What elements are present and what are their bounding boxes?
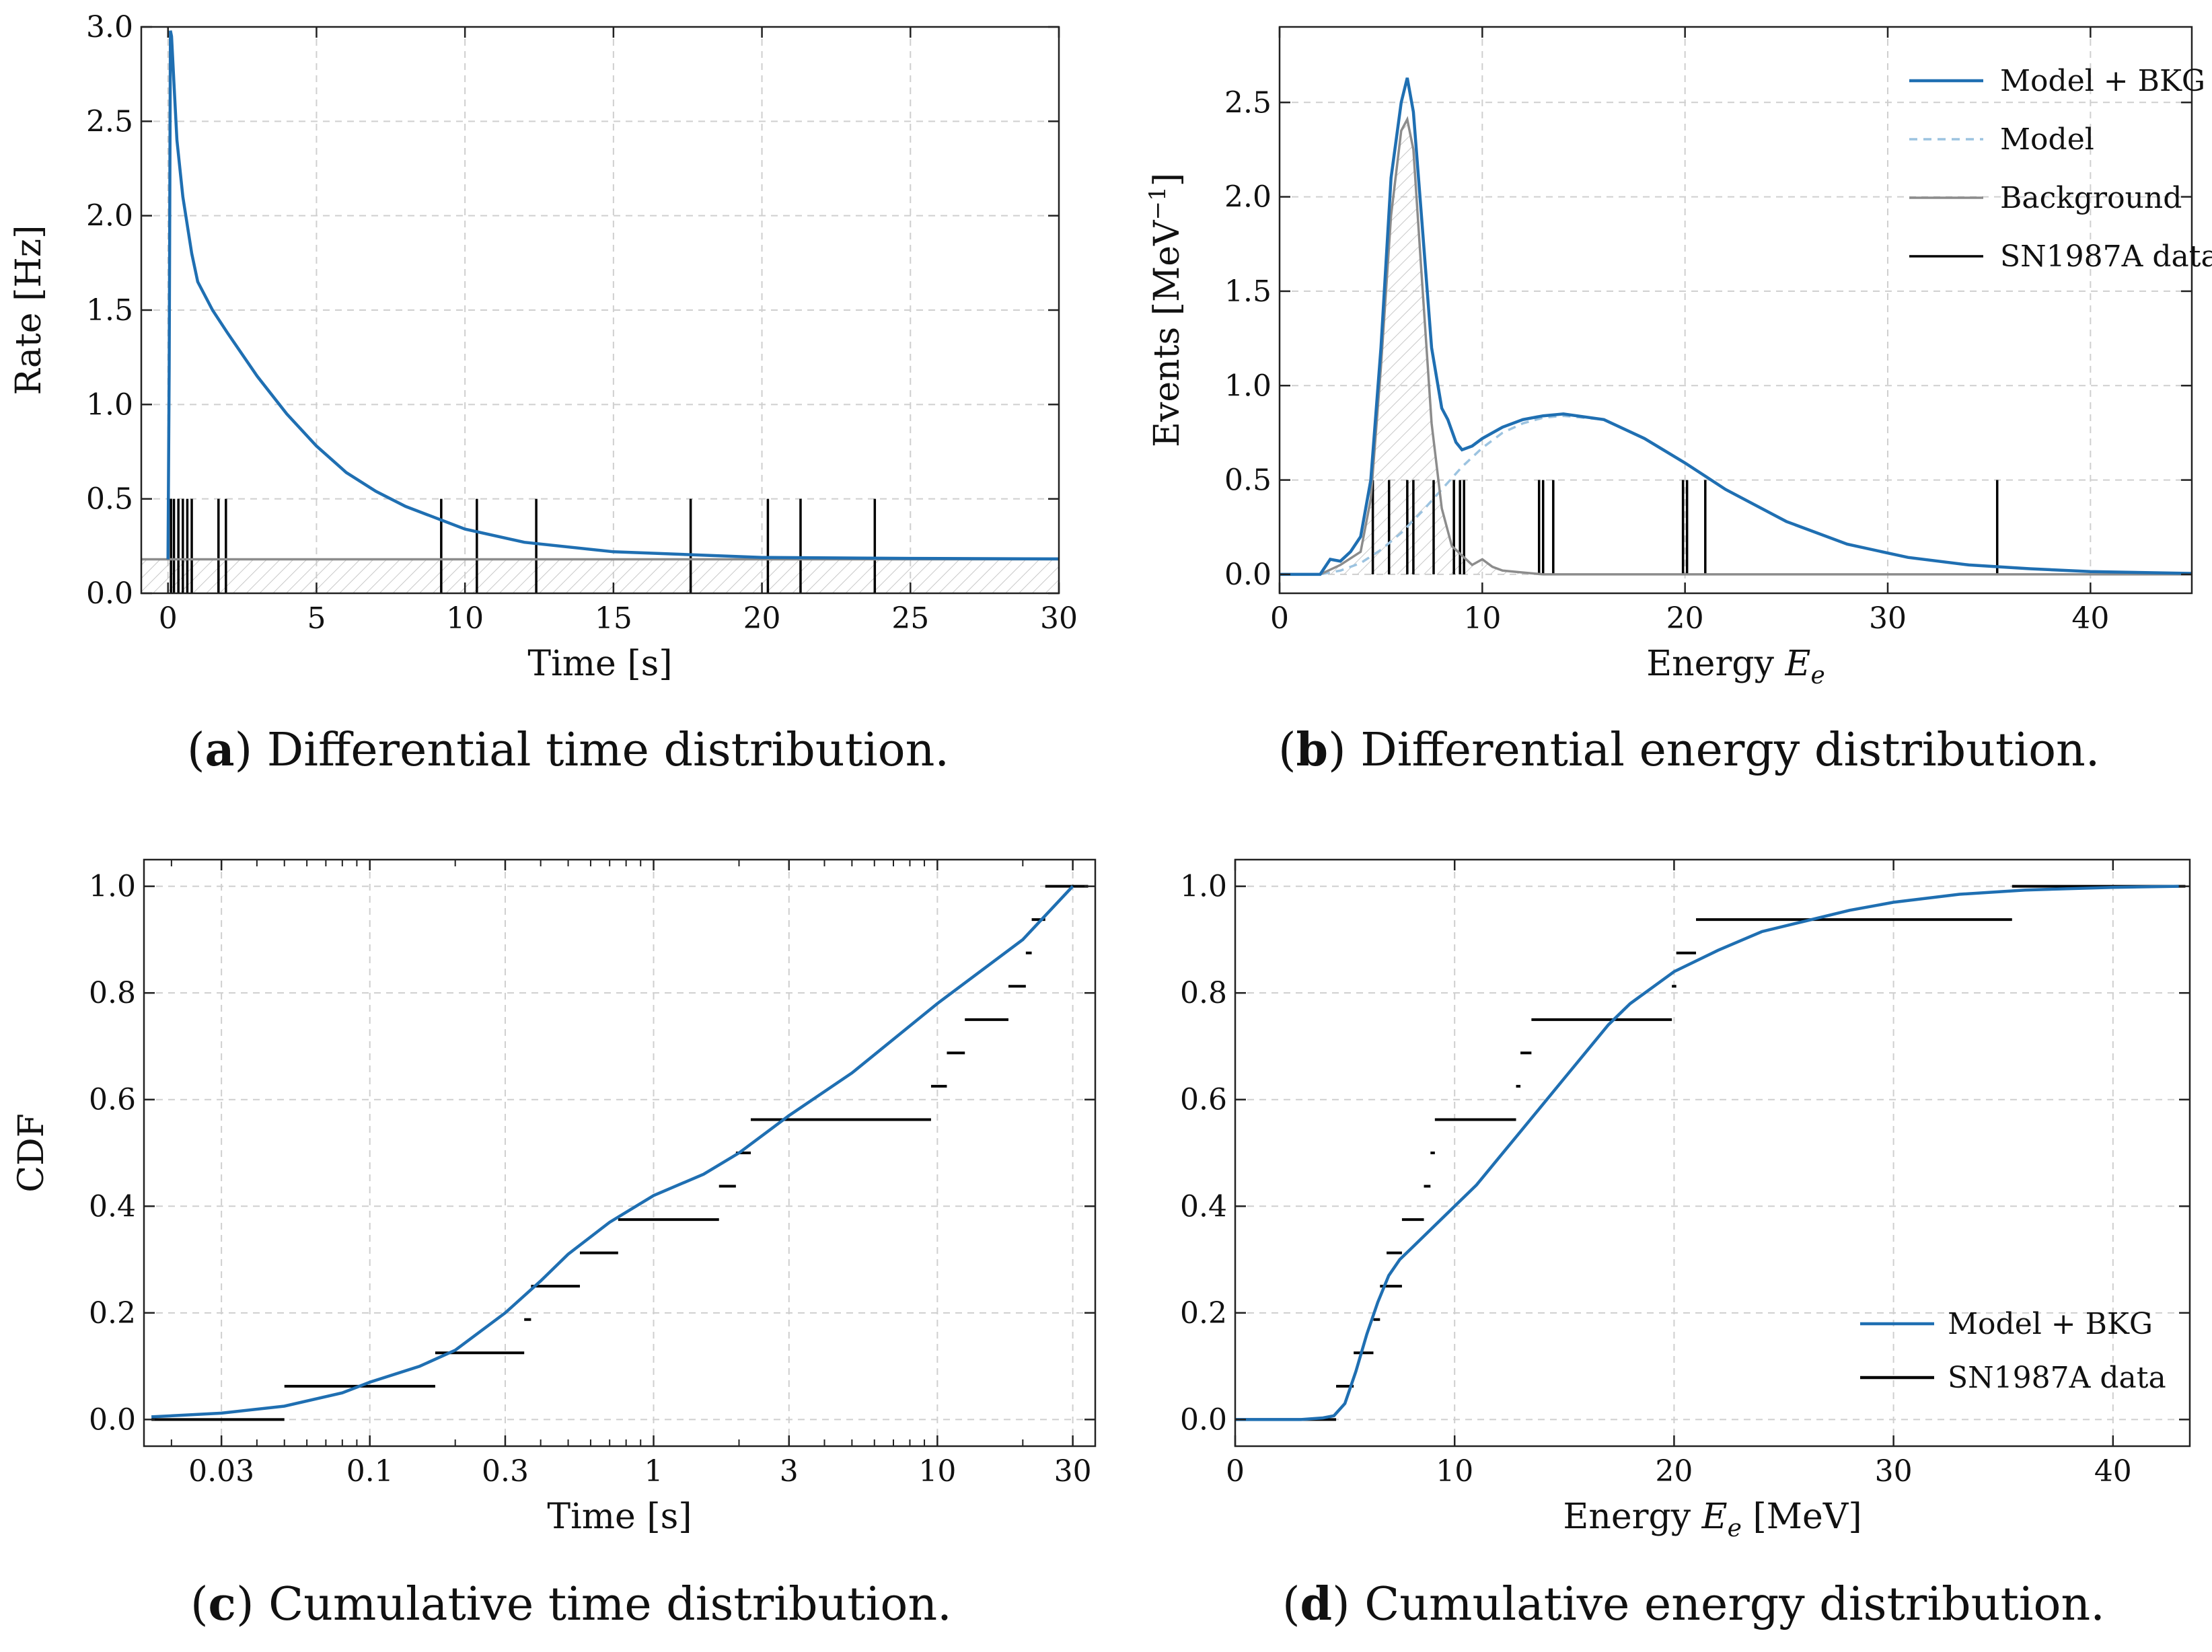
y-tick-label: 1.5 bbox=[86, 293, 133, 328]
x-axis-label: Time [s] bbox=[547, 1497, 692, 1537]
legend-label: Model + BKG bbox=[1948, 1307, 2153, 1341]
x-tick-label: 20 bbox=[1655, 1454, 1693, 1489]
y-tick-label: 1.5 bbox=[1224, 274, 1271, 309]
series-background bbox=[1280, 116, 2192, 576]
series-model-bkg bbox=[166, 30, 1059, 561]
x-tick-label: 15 bbox=[595, 601, 632, 636]
x-axis-label: Time [s] bbox=[527, 644, 672, 684]
x-tick-label: 0 bbox=[1270, 601, 1289, 636]
x-tick-label: 30 bbox=[1869, 601, 1907, 636]
x-tick-label: 10 bbox=[918, 1454, 956, 1489]
caption-c: (c) Cumulative time distribution. bbox=[190, 1577, 952, 1631]
y-tick-label: 0.6 bbox=[1180, 1083, 1227, 1117]
x-axis-label: Energy Ee bbox=[1646, 644, 1825, 689]
y-tick-label: 1.0 bbox=[89, 870, 136, 904]
y-tick-label: 2.0 bbox=[1224, 180, 1271, 215]
y-tick-label: 0.6 bbox=[89, 1083, 136, 1117]
y-tick-label: 1.0 bbox=[86, 387, 133, 422]
series-model-bkg bbox=[151, 885, 1074, 1419]
axes-frame bbox=[1278, 26, 2193, 595]
grid bbox=[144, 860, 1095, 1446]
y-tick-label: 0.8 bbox=[1180, 976, 1227, 1010]
legend-label: SN1987A data bbox=[1948, 1361, 2166, 1395]
series-model-bkg bbox=[1235, 885, 2179, 1421]
plot-area bbox=[151, 885, 1089, 1421]
y-tick-label: 0.0 bbox=[86, 576, 133, 611]
x-tick-label: 10 bbox=[1463, 601, 1501, 636]
x-tick-label: 0.3 bbox=[482, 1454, 529, 1489]
legend-label: Model bbox=[2000, 122, 2094, 157]
y-tick-label: 0.4 bbox=[89, 1189, 136, 1224]
x-tick-label: 20 bbox=[1666, 601, 1704, 636]
chart-a: 0 5 10 15 20 25 30 0.0 0.5 1.0 1.5 2.0 2.5 3.0 Time [s… bbox=[9, 10, 1078, 684]
y-tick-label: 0.0 bbox=[89, 1402, 136, 1437]
y-tick-label: 0.0 bbox=[1224, 558, 1271, 592]
series-model-bkg bbox=[1280, 77, 2192, 576]
chart-b: 0 10 20 30 40 0.0 0.5 1.0 1.5 2.0 2.5 Energy Ee Even… bbox=[1144, 26, 2212, 689]
y-axis-label: CDF bbox=[11, 1113, 52, 1193]
x-tick-label: 20 bbox=[743, 601, 781, 636]
grid bbox=[141, 26, 1060, 594]
y-axis-label: Events [MeV−1] bbox=[1144, 173, 1187, 447]
grid bbox=[1234, 860, 2190, 1446]
x-tick-label: 40 bbox=[2071, 601, 2109, 636]
y-tick-label: 1.0 bbox=[1224, 369, 1271, 403]
background-hatch bbox=[1280, 119, 2192, 574]
legend-label: Background bbox=[2000, 181, 2182, 215]
x-tick-label: 25 bbox=[891, 601, 929, 636]
x-axis-label: Energy Ee [MeV] bbox=[1563, 1497, 1861, 1542]
chart-c: 0.03 0.1 0.3 1 3 10 30 0.0 0.2 0.4 0.6 0.8 1.0 Time [… bbox=[11, 858, 1097, 1537]
x-tick-label: 40 bbox=[2094, 1454, 2132, 1489]
plot-area bbox=[1235, 885, 2186, 1421]
y-tick-label: 3.0 bbox=[86, 10, 133, 44]
x-tick-label: 10 bbox=[446, 601, 484, 636]
x-tick-label: 0.03 bbox=[188, 1454, 254, 1489]
y-tick-label: 0.5 bbox=[1224, 463, 1271, 498]
x-tick-label: 0.1 bbox=[346, 1454, 394, 1489]
caption-a: (a) Differential time distribution. bbox=[187, 723, 949, 777]
x-tick-label: 3 bbox=[780, 1454, 799, 1489]
axes-frame bbox=[143, 858, 1097, 1448]
legend-label: SN1987A data bbox=[2000, 239, 2212, 274]
plot-area bbox=[1280, 77, 2192, 576]
x-tick-label: 30 bbox=[1054, 1454, 1092, 1489]
y-tick-label: 0.5 bbox=[86, 482, 133, 517]
x-tick-label: 1 bbox=[644, 1454, 663, 1489]
y-tick-label: 2.0 bbox=[86, 199, 133, 233]
chart-d: 0 10 20 30 40 0.0 0.2 0.4 0.6 0.8 1.0 Energy Ee [Me… bbox=[1180, 858, 2191, 1542]
y-tick-label: 0.0 bbox=[1180, 1402, 1227, 1437]
legend-label: Model + BKG bbox=[2000, 64, 2205, 98]
x-tick-label: 0 bbox=[159, 601, 178, 636]
y-tick-label: 0.2 bbox=[1180, 1296, 1227, 1330]
plot-area bbox=[141, 30, 1059, 593]
y-tick-label: 0.2 bbox=[89, 1296, 136, 1330]
x-tick-label: 0 bbox=[1226, 1454, 1245, 1489]
y-tick-label: 2.5 bbox=[86, 104, 133, 139]
x-tick-label: 5 bbox=[307, 601, 326, 636]
y-axis-label: Rate [Hz] bbox=[9, 225, 49, 396]
x-tick-label: 30 bbox=[1040, 601, 1078, 636]
caption-d: (d) Cumulative energy distribution. bbox=[1282, 1577, 2105, 1631]
y-tick-label: 0.4 bbox=[1180, 1189, 1227, 1224]
x-tick-label: 30 bbox=[1875, 1454, 1913, 1489]
y-tick-label: 2.5 bbox=[1224, 85, 1271, 120]
background-hatch bbox=[141, 559, 1059, 593]
caption-b: (b) Differential energy distribution. bbox=[1278, 723, 2100, 777]
y-tick-label: 1.0 bbox=[1180, 870, 1227, 904]
axes-frame bbox=[1234, 858, 2191, 1448]
y-tick-label: 0.8 bbox=[89, 976, 136, 1010]
x-tick-label: 10 bbox=[1436, 1454, 1473, 1489]
